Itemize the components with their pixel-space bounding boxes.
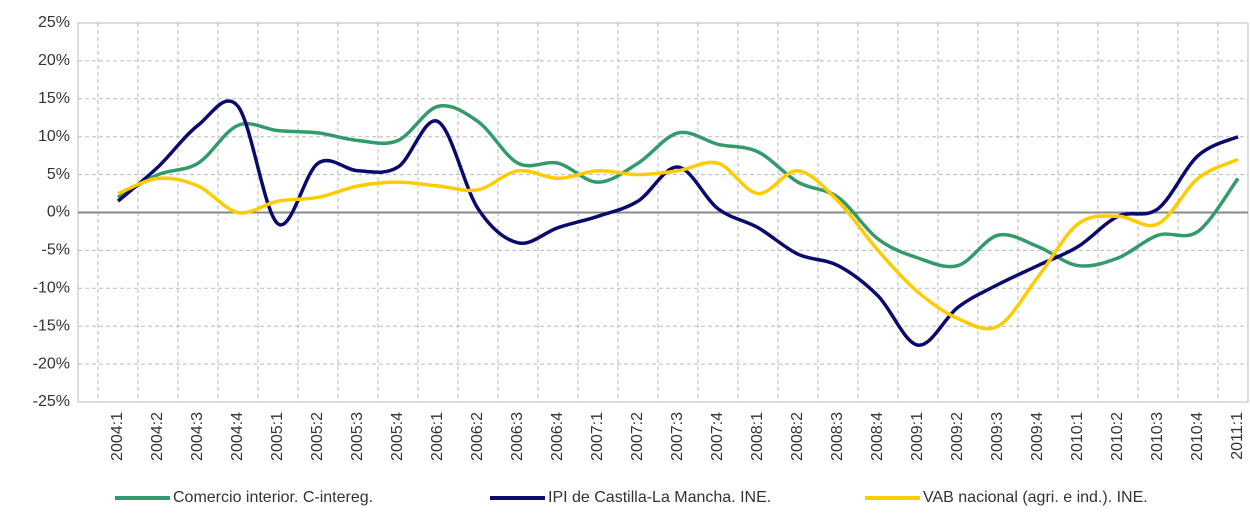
x-tick-label: 2007:2 bbox=[629, 412, 646, 461]
x-tick-label: 2004:1 bbox=[109, 412, 126, 461]
x-tick-label: 2004:2 bbox=[149, 412, 166, 461]
series-line bbox=[117, 157, 1239, 331]
x-tick-label: 2009:4 bbox=[1029, 412, 1046, 461]
x-tick-label: 2010:4 bbox=[1189, 412, 1206, 461]
x-tick-label: 2006:2 bbox=[469, 412, 486, 461]
y-tick-label: 15% bbox=[38, 90, 70, 107]
x-tick-label: 2009:3 bbox=[989, 412, 1006, 461]
x-tick-label: 2006:1 bbox=[429, 412, 446, 461]
x-tick-label: 2008:1 bbox=[749, 412, 766, 461]
x-tick-label: 2011:1 bbox=[1229, 412, 1246, 460]
x-tick-label: 2005:2 bbox=[309, 412, 326, 461]
x-tick-label: 2007:4 bbox=[709, 412, 726, 461]
y-tick-label: 25% bbox=[38, 14, 70, 31]
x-tick-label: 2008:4 bbox=[869, 412, 886, 461]
legend-label: Comercio interior. C-intereg. bbox=[173, 489, 373, 506]
x-tick-label: 2010:1 bbox=[1069, 412, 1086, 461]
y-tick-label: 20% bbox=[38, 52, 70, 69]
x-tick-label: 2004:4 bbox=[229, 412, 246, 461]
x-tick-label: 2004:3 bbox=[189, 412, 206, 461]
legend-label: VAB nacional (agri. e ind.). INE. bbox=[923, 489, 1148, 506]
y-tick-label: 5% bbox=[47, 166, 70, 183]
x-tick-label: 2010:2 bbox=[1109, 412, 1126, 461]
y-tick-label: -10% bbox=[33, 280, 70, 297]
x-tick-label: 2010:3 bbox=[1149, 412, 1166, 461]
x-tick-label: 2008:3 bbox=[829, 412, 846, 461]
x-tick-label: 2006:4 bbox=[549, 412, 566, 461]
x-tick-label: 2005:1 bbox=[269, 412, 286, 461]
legend-label: IPI de Castilla-La Mancha. INE. bbox=[548, 489, 771, 506]
y-tick-label: 10% bbox=[38, 128, 70, 145]
y-tick-label: -20% bbox=[33, 355, 70, 372]
x-tick-label: 2005:3 bbox=[349, 412, 366, 461]
y-tick-label: -5% bbox=[42, 242, 70, 259]
x-tick-label: 2006:3 bbox=[509, 412, 526, 461]
y-tick-label: -15% bbox=[33, 317, 70, 334]
y-tick-label: -25% bbox=[33, 393, 70, 410]
x-tick-label: 2007:1 bbox=[589, 412, 606, 461]
x-tick-label: 2007:3 bbox=[669, 412, 686, 461]
series-line bbox=[117, 103, 1240, 269]
y-tick-label: 0% bbox=[47, 204, 70, 221]
x-tick-label: 2009:2 bbox=[949, 412, 966, 461]
x-tick-label: 2008:2 bbox=[789, 412, 806, 461]
series-line bbox=[116, 99, 1239, 347]
x-tick-label: 2005:4 bbox=[389, 412, 406, 461]
x-tick-label: 2009:1 bbox=[909, 412, 926, 461]
